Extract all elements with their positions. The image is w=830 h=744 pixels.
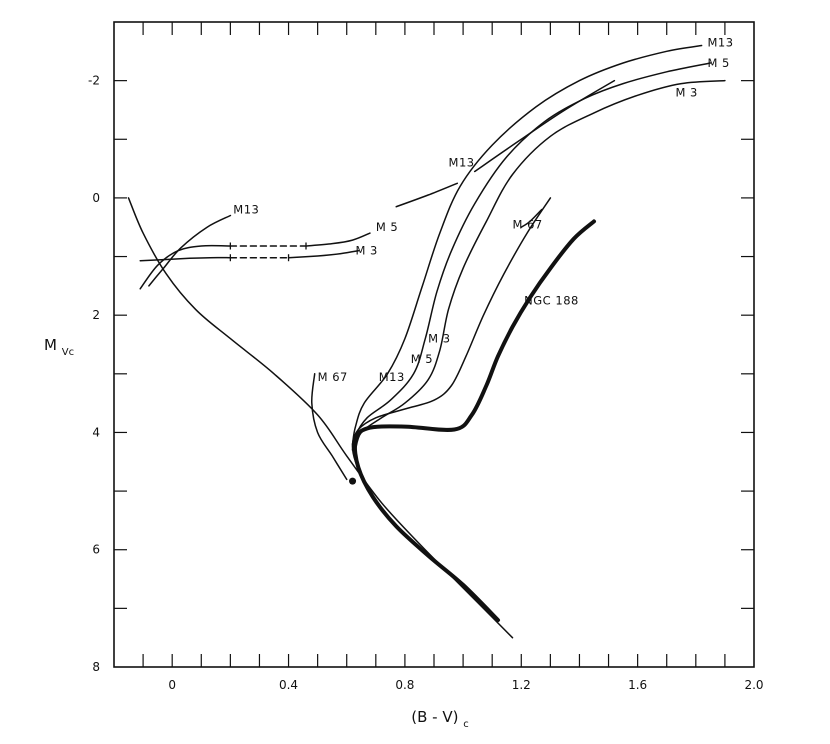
x-tick-label: 1.2 xyxy=(512,678,531,692)
x-tick-label: 0 xyxy=(168,678,176,692)
y-tick-label: 6 xyxy=(92,543,100,557)
curve-label: M13 xyxy=(233,203,259,217)
x-tick-label: 0.4 xyxy=(279,678,298,692)
curve-label: M 3 xyxy=(675,85,697,99)
series-line-m13 xyxy=(395,182,459,208)
curve-label: M 67 xyxy=(513,217,543,231)
series-line-m3 xyxy=(287,249,360,259)
curve-label: M 5 xyxy=(411,352,433,366)
curve-labels: M13 M 5 M 3 M13 M13 M 5 M 3 M 67 NGC 188 M 3 M 5 M … xyxy=(233,36,733,384)
y-tick-label: -2 xyxy=(88,74,100,88)
tick-labels: 0 0.4 0.8 1.2 1.6 2.0 -2 0 2 4 6 8 xyxy=(88,74,764,692)
data-point-marker xyxy=(349,477,357,485)
y-tick-label: 0 xyxy=(92,191,100,205)
x-tick-label: 2.0 xyxy=(744,678,763,692)
series-line-m67 xyxy=(520,208,543,228)
y-tick-label: 4 xyxy=(92,425,100,439)
series-line-m67 xyxy=(311,373,348,481)
series-line-m5 xyxy=(139,244,232,290)
curve-label: M 5 xyxy=(707,56,729,70)
series-layer xyxy=(127,44,726,639)
curve-label: M13 xyxy=(449,156,475,170)
curve-label: M 67 xyxy=(318,370,348,384)
series-line-m13 xyxy=(148,214,232,287)
x-axis-title: (B - V) c xyxy=(411,708,469,730)
tick-marks xyxy=(114,22,754,667)
x-axis-title-subscript: c xyxy=(463,719,469,730)
x-tick-label: 0.8 xyxy=(395,678,414,692)
x-axis-title-main: (B - V) xyxy=(411,708,458,726)
curve-label: M 3 xyxy=(428,332,450,346)
y-axis-title-main: M xyxy=(44,336,57,354)
series-line-zams xyxy=(127,197,514,639)
curve-label: M13 xyxy=(379,370,405,384)
y-tick-label: 2 xyxy=(92,308,100,322)
series-line-m13 xyxy=(473,79,616,173)
curve-label: NGC 188 xyxy=(524,294,579,308)
curve-label: M 3 xyxy=(355,244,377,258)
y-tick-label: 8 xyxy=(92,660,100,674)
series-line-m5 xyxy=(351,62,712,451)
curve-label: M 5 xyxy=(376,220,398,234)
series-line-ngc188 xyxy=(352,219,596,623)
series-line-m67 xyxy=(351,197,552,481)
series-line-m5 xyxy=(305,232,371,247)
x-tick-label: 1.6 xyxy=(628,678,647,692)
curve-label: M13 xyxy=(707,36,733,50)
y-axis-title-subscript: Vc xyxy=(62,347,74,358)
series-line-m3 xyxy=(354,79,726,451)
y-axis-title: M Vc xyxy=(44,336,74,358)
series-line-m3 xyxy=(139,256,232,262)
series-line-m13 xyxy=(351,44,703,445)
